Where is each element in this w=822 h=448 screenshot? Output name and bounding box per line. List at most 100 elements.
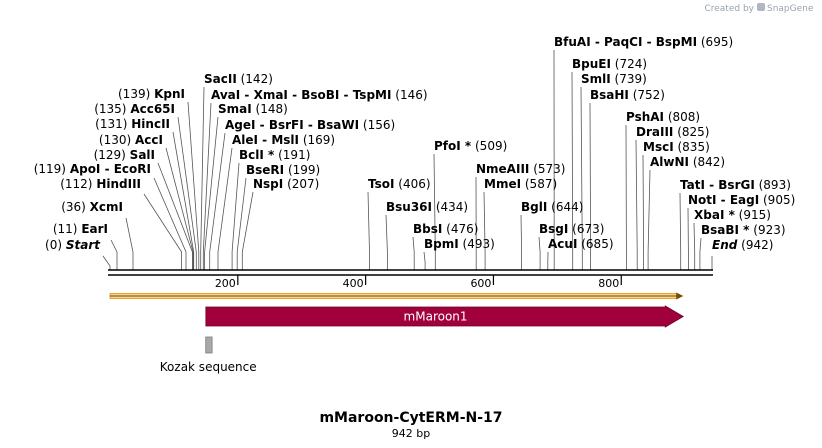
site-leader-agei — [209, 132, 226, 270]
site-label-agei[interactable]: AgeI - BsrFI - BsaWI (156) — [225, 118, 395, 132]
site-name: BpmI — [424, 237, 459, 251]
site-label-bsahi[interactable]: BsaHI (752) — [590, 88, 665, 102]
site-leader-acc65i — [177, 116, 197, 270]
site-leader-sali — [157, 162, 193, 270]
site-label-kpni[interactable]: (139) KpnI — [118, 87, 185, 101]
site-pos: (146) — [391, 88, 427, 102]
site-label-bcli[interactable]: BclI * (191) — [239, 148, 310, 162]
site-label-bfuai[interactable]: BfuAI - PaqCI - BspMI (695) — [554, 35, 733, 49]
site-label-avai[interactable]: AvaI - XmaI - BsoBI - TspMI (146) — [211, 88, 428, 102]
site-label-tati[interactable]: TatI - BsrGI (893) — [680, 178, 791, 192]
site-name: XbaI * — [694, 208, 736, 222]
site-label-bsgi[interactable]: BsgI (673) — [539, 222, 604, 236]
site-label-hindiii[interactable]: (112) HindIII — [60, 177, 141, 191]
site-label-nmeaiii[interactable]: NmeAIII (573) — [476, 162, 565, 176]
axis-ticks: 200 400 600 800 — [215, 275, 622, 290]
features: mMaroon1 Kozak sequence — [109, 292, 685, 374]
site-name: NspI — [253, 177, 283, 191]
credit-prefix: Created by — [704, 4, 754, 14]
site-leader-msci — [642, 154, 644, 270]
site-name: PfoI * — [434, 139, 472, 153]
site-label-msci[interactable]: MscI (835) — [643, 140, 710, 154]
site-leader-apoi — [153, 177, 187, 270]
site-label-mmei[interactable]: MmeI (587) — [484, 177, 557, 191]
site-pos: (131) — [95, 117, 131, 131]
feature-mmaroon1-arrow[interactable] — [205, 305, 685, 328]
site-pos: (169) — [299, 133, 335, 147]
site-pos: (36) — [61, 200, 89, 214]
site-label-eari[interactable]: (11) EarI — [53, 222, 108, 236]
site-leader-acci — [165, 147, 194, 270]
site-label-smai[interactable]: SmaI (148) — [218, 102, 288, 116]
site-label-smli[interactable]: SmlI (739) — [581, 72, 647, 86]
site-label-xbai[interactable]: XbaI * (915) — [694, 208, 771, 222]
site-label-alwni[interactable]: AlwNI (842) — [650, 155, 725, 169]
site-pos: (685) — [577, 237, 613, 251]
site-label-bgli[interactable]: BglI (644) — [521, 200, 583, 214]
site-pos: (644) — [547, 200, 583, 214]
feature-kozak-box[interactable] — [205, 336, 213, 354]
site-leader-xcmi — [125, 217, 134, 270]
site-name: BbsI — [413, 222, 442, 236]
site-label-pshai[interactable]: PshAI (808) — [626, 110, 700, 124]
site-label-draiii[interactable]: DraIII (825) — [636, 125, 709, 139]
site-pos: (825) — [673, 125, 709, 139]
site-pos: (573) — [529, 162, 565, 176]
site-label-bsabi[interactable]: BsaBI * (923) — [701, 223, 786, 237]
site-pos: (808) — [664, 110, 700, 124]
site-name: TatI - BsrGI — [680, 178, 755, 192]
site-label-alei[interactable]: AleI - MslI (169) — [232, 133, 335, 147]
site-label-nspi[interactable]: NspI (207) — [253, 177, 319, 191]
site-labels: (0) Start (11) EarI (36) XcmI (112) HindIII… — [34, 35, 796, 252]
site-label-acci[interactable]: (130) AccI — [99, 133, 163, 147]
site-pos: (587) — [521, 177, 557, 191]
site-label-noti[interactable]: NotI - EagI (905) — [688, 193, 795, 207]
tick-label-800: 800 — [598, 277, 619, 290]
site-pos: (752) — [629, 88, 665, 102]
site-name: Acc65I — [130, 102, 175, 116]
site-label-acui[interactable]: AcuI (685) — [548, 237, 614, 251]
site-leader-tsoi — [367, 191, 370, 270]
site-label-tsoi[interactable]: TsoI (406) — [368, 177, 431, 191]
site-leader-eari — [110, 239, 118, 270]
site-label-apoi[interactable]: (119) ApoI - EcoRI — [34, 162, 151, 176]
feature-mmaroon1-label: mMaroon1 — [404, 310, 468, 324]
site-label-sali[interactable]: (129) SalI — [94, 148, 155, 162]
site-leader-bsahi — [589, 102, 591, 270]
site-pos: (156) — [359, 118, 395, 132]
site-name: ApoI - EcoRI — [70, 162, 151, 176]
site-name: NotI - EagI — [688, 193, 759, 207]
site-name: BsaHI — [590, 88, 629, 102]
site-leader-nspi — [241, 191, 254, 270]
site-pos: (148) — [252, 102, 288, 116]
site-name: KpnI — [154, 87, 185, 101]
site-label-start[interactable]: (0) Start — [45, 238, 101, 252]
site-leader-start — [102, 255, 111, 270]
site-leader-hindiii — [143, 193, 182, 270]
site-leader-bsu36i — [385, 214, 388, 270]
site-leader-avai — [202, 102, 212, 270]
site-label-bseri[interactable]: BseRI (199) — [246, 163, 320, 177]
site-name: BsgI — [539, 222, 568, 236]
site-label-bbsi[interactable]: BbsI (476) — [413, 222, 478, 236]
site-label-xcmi[interactable]: (36) XcmI — [61, 200, 123, 214]
site-label-bpuei[interactable]: BpuEI (724) — [572, 57, 647, 71]
site-label-sacii[interactable]: SacII (142) — [204, 72, 273, 86]
site-label-hincii[interactable]: (131) HincII — [95, 117, 170, 131]
site-leader-bpuei — [571, 71, 574, 270]
site-leader-tati — [679, 192, 682, 270]
snapgene-credit: Created by SnapGene — [704, 3, 814, 14]
site-label-bpmi[interactable]: BpmI (493) — [424, 237, 495, 251]
site-leader-bseri — [236, 177, 247, 270]
site-label-bsu36i[interactable]: Bsu36I (434) — [386, 200, 468, 214]
site-leader-alwni — [647, 169, 651, 270]
site-pos: (207) — [283, 177, 319, 191]
site-name: TsoI — [368, 177, 394, 191]
site-leader-hincii — [172, 131, 195, 270]
site-name: AlwNI — [650, 155, 689, 169]
site-name: MmeI — [484, 177, 521, 191]
site-label-pfoi[interactable]: PfoI * (509) — [434, 139, 507, 153]
site-label-acc65i[interactable]: (135) Acc65I — [94, 102, 175, 116]
site-label-end[interactable]: End (942) — [712, 238, 773, 252]
